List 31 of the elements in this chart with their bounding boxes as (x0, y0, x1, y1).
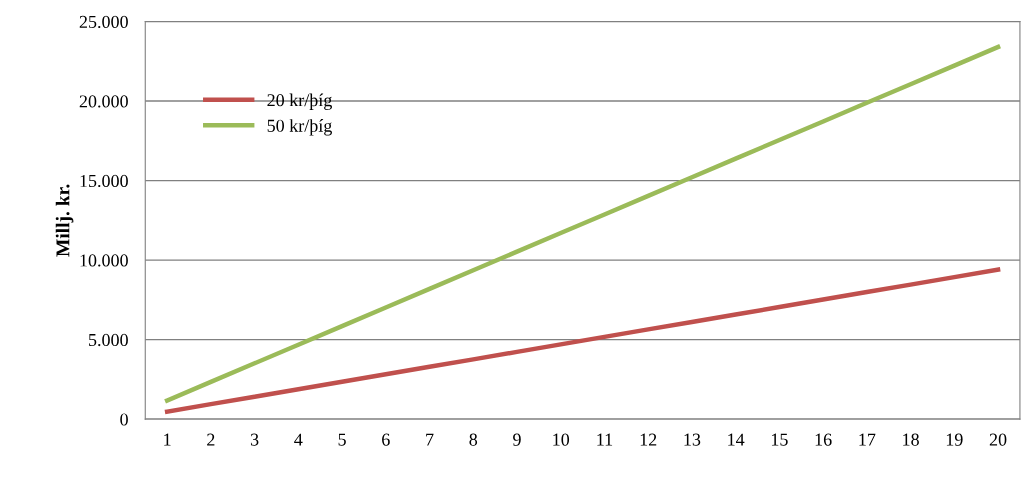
legend-label: 50 kr/þíg (267, 119, 332, 136)
x-tick-label: 13 (684, 433, 701, 446)
x-tick-label: 3 (250, 433, 259, 446)
x-tick-label: 5 (338, 433, 346, 446)
legend-label: 20 kr/þíg (267, 93, 332, 110)
y-tick-label: 15.000 (80, 174, 128, 188)
x-tick-label: 11 (597, 433, 613, 446)
y-tick-label: 5.000 (89, 333, 128, 347)
y-axis-title: Millj. kr. (55, 184, 74, 257)
x-tick-label: 2 (207, 433, 215, 446)
x-tick-label: 8 (469, 433, 478, 446)
line-series (164, 44, 1001, 403)
x-tick-label: 6 (382, 433, 390, 446)
y-tick-label: 0 (120, 413, 128, 426)
x-tick-label: 10 (553, 433, 570, 446)
x-tick-label: 17 (859, 433, 876, 446)
x-tick-label: 9 (513, 433, 521, 446)
x-tick-label: 12 (640, 433, 657, 446)
x-tick-label: 19 (946, 433, 963, 446)
x-tick-label: 1 (164, 433, 171, 446)
x-tick-label: 16 (815, 433, 832, 446)
x-tick-label: 7 (426, 433, 434, 446)
y-tick-label: 25.000 (79, 15, 128, 29)
x-tick-label: 15 (771, 433, 788, 446)
y-tick-label: 20.000 (79, 95, 128, 108)
line-series (164, 267, 1001, 414)
x-tick-label: 20 (989, 433, 1007, 446)
x-tick-label: 4 (294, 433, 303, 446)
x-tick-label: 18 (903, 433, 919, 446)
y-tick-label: 10.000 (80, 254, 128, 267)
x-tick-label: 14 (728, 433, 745, 446)
